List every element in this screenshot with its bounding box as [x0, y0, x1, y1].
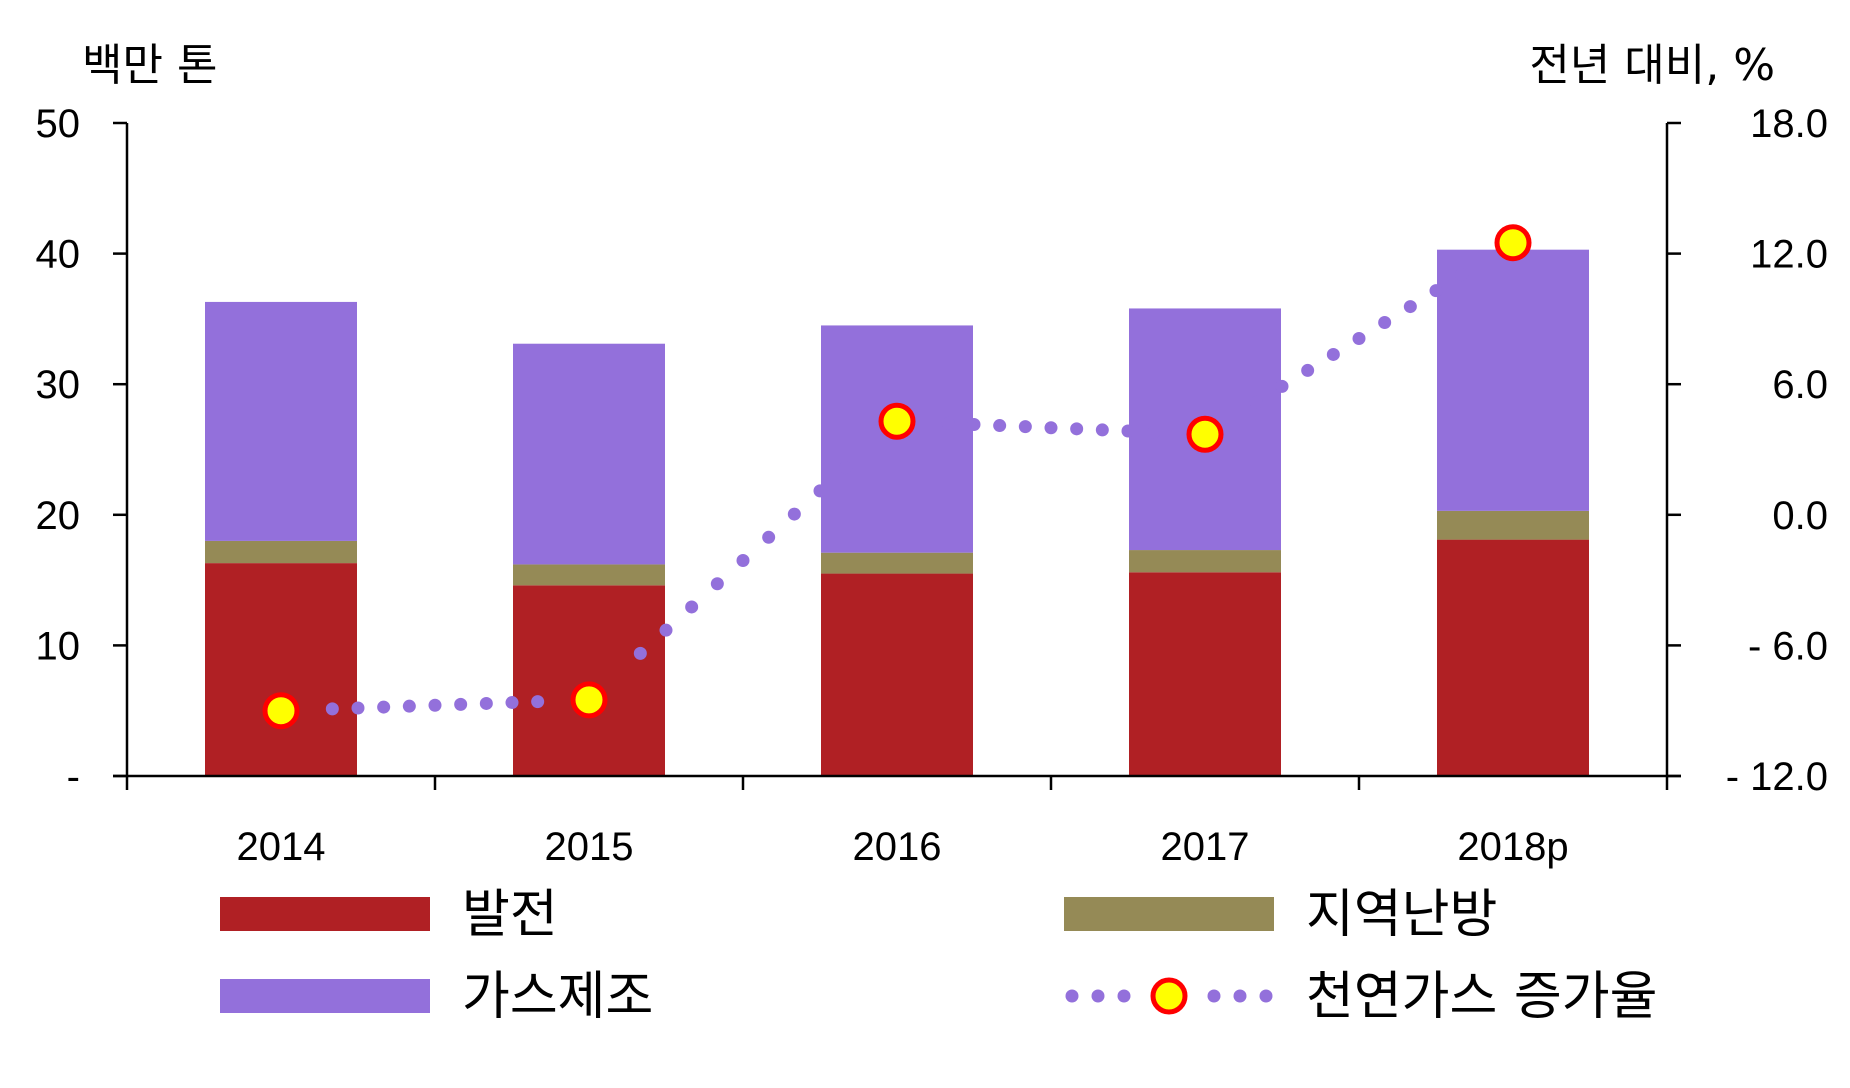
growth-line-dot-3-4 [1301, 363, 1315, 377]
growth-line-dot-2-8 [1095, 423, 1109, 437]
bar-2015-series-1 [513, 564, 665, 586]
growth-marker-2015 [570, 681, 608, 719]
growth-line-dot-1-8 [787, 507, 801, 521]
growth-line-dot-0-4 [377, 700, 391, 714]
growth-line-dot-1-5 [710, 577, 724, 591]
left-tick-label-2: 20 [36, 494, 81, 538]
legend-label-2: 가스제조 [462, 967, 653, 1027]
right-tick-label-2: 0.0 [1772, 494, 1828, 538]
growth-line-dot-2-7 [1070, 422, 1084, 436]
bar-2015-series-0 [513, 585, 665, 776]
bar-2017-series-0 [1129, 572, 1281, 776]
growth-line-dot-2-5 [1018, 420, 1032, 434]
bar-2015-series-2 [513, 343, 665, 565]
legend-swatch-1 [1064, 897, 1274, 931]
growth-marker-2017 [1186, 415, 1224, 453]
growth-line-dot-1-6 [736, 554, 750, 568]
right-axis-unit: 전년 대비, % [1529, 40, 1775, 91]
x-tick-label-2015: 2015 [545, 825, 634, 869]
axes-group: - 10 20 30 40 50 - 12.0 - 6.0 0.0 6.0 12.0 18.0 2014… [36, 102, 1829, 869]
legend-label-1: 지역난방 [1306, 885, 1497, 945]
bar-2018p-series-1 [1437, 510, 1589, 540]
growth-line-dot-0-3 [351, 701, 365, 715]
growth-line-dot-0-10 [531, 695, 545, 709]
right-tick-label-5: 18.0 [1750, 102, 1828, 146]
growth-marker-2016 [878, 402, 916, 440]
growth-line-dot-3-9 [1429, 284, 1443, 298]
left-tick-label-5: 50 [36, 102, 81, 146]
growth-line-dot-0-2 [325, 702, 339, 716]
growth-line-dot-0-8 [479, 696, 493, 710]
left-axis-unit: 백만 톤 [82, 40, 217, 91]
right-tick-label-3: 6.0 [1772, 363, 1828, 407]
right-tick-label-0: - 12.0 [1726, 755, 1828, 799]
legend-line-dot-0 [1065, 989, 1079, 1003]
left-tick-label-3: 30 [36, 363, 81, 407]
x-tick-label-2018p: 2018p [1457, 825, 1568, 869]
bar-2014-series-2 [205, 301, 357, 541]
right-tick-label-4: 12.0 [1750, 233, 1828, 277]
growth-line-dot-3-5 [1326, 347, 1340, 361]
bar-2017-series-1 [1129, 550, 1281, 573]
x-tick-label-2016: 2016 [853, 825, 942, 869]
legend-line-dot-4 [1233, 989, 1247, 1003]
legend-label-3: 천연가스 증가율 [1306, 967, 1657, 1027]
growth-line-dot-0-6 [428, 698, 442, 712]
growth-line-dot-2-6 [1044, 421, 1058, 435]
legend-line-dot-5 [1259, 989, 1273, 1003]
x-tick-label-2017: 2017 [1161, 825, 1250, 869]
legend-label-0: 발전 [462, 885, 558, 945]
growth-line-dot-3-7 [1378, 316, 1392, 330]
growth-line-dot-0-9 [505, 696, 519, 710]
growth-line-dot-1-7 [762, 530, 776, 544]
growth-line-dot-3-6 [1352, 331, 1366, 345]
legend-line-dot-1 [1091, 989, 1105, 1003]
bar-2018p-series-0 [1437, 539, 1589, 776]
growth-line-dot-1-2 [633, 646, 647, 660]
left-tick-label-4: 40 [36, 233, 81, 277]
legend-line-dot-3 [1207, 989, 1221, 1003]
legend-swatch-2 [220, 979, 430, 1013]
bar-2018p-series-2 [1437, 249, 1589, 511]
growth-line-dot-2-9 [1121, 424, 1135, 438]
bar-2016-series-1 [821, 552, 973, 574]
left-tick-label-1: 10 [36, 624, 81, 668]
growth-line-dot-0-5 [402, 699, 416, 713]
right-tick-label-1: - 6.0 [1748, 624, 1828, 668]
growth-line-dot-2-4 [993, 419, 1007, 433]
bar-2016-series-0 [821, 573, 973, 776]
growth-marker-2014 [262, 692, 300, 730]
growth-line-dot-1-9 [813, 484, 827, 498]
growth-line-dot-3-8 [1403, 300, 1417, 314]
x-tick-label-2014: 2014 [237, 825, 326, 869]
left-tick-label-0: - [67, 755, 80, 799]
growth-line-dot-3-2 [1249, 395, 1263, 409]
growth-line-dot-2-3 [967, 417, 981, 431]
bars-group [205, 249, 1589, 776]
growth-line-dot-1-3 [659, 623, 673, 637]
growth-line-group [262, 224, 1532, 730]
bar-2014-series-0 [205, 563, 357, 776]
legend-line-dot-2 [1117, 989, 1131, 1003]
growth-line-dot-3-3 [1275, 379, 1289, 393]
growth-line-dot-1-4 [685, 600, 699, 614]
growth-line-dot-2-2 [941, 416, 955, 430]
growth-line-dot-2-10 [1147, 425, 1161, 439]
growth-marker-2018p [1494, 224, 1532, 262]
legend-marker [1150, 977, 1188, 1015]
growth-line-dot-0-7 [454, 697, 468, 711]
bar-2014-series-1 [205, 540, 357, 564]
growth-line-dot-3-10 [1455, 268, 1469, 282]
legend-swatch-0 [220, 897, 430, 931]
growth-line-dot-1-10 [839, 461, 853, 475]
